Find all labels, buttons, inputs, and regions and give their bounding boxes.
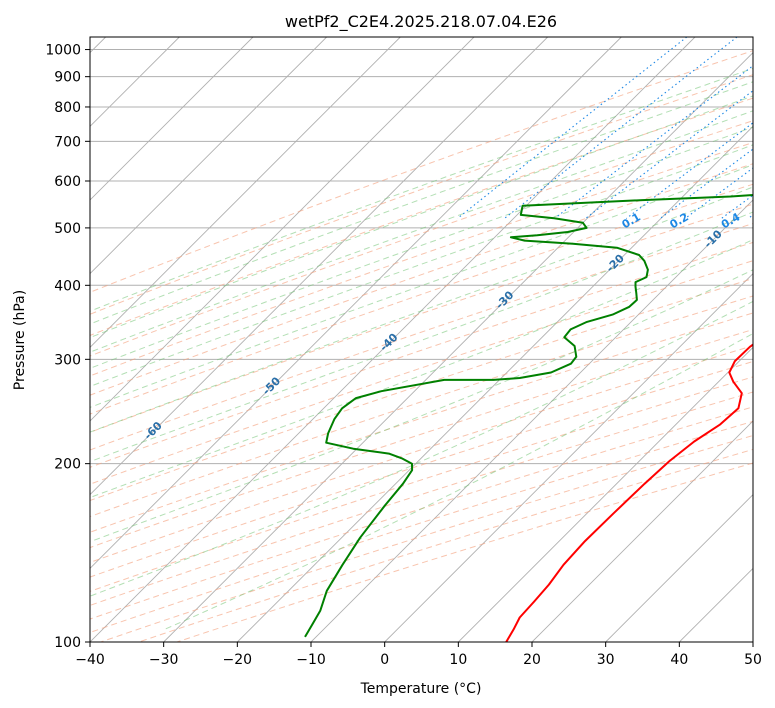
x-tick-label: 30: [597, 652, 615, 668]
moist-adiabat-line: [90, 144, 753, 388]
y-axis: 100 200 300 400 500 600 700 800 900 1000: [45, 43, 90, 651]
isotherm-line: [90, 37, 475, 422]
y-tick-label: 800: [54, 100, 81, 116]
moist-adiabat-line: [90, 211, 753, 463]
isotherm-line: [237, 125, 753, 642]
dry-adiabat-line: [90, 163, 753, 396]
isotherm-line: [90, 37, 622, 569]
dry-adiabat-line: [90, 120, 753, 357]
profile-series-layer: [304, 194, 753, 642]
x-tick-label: −20: [223, 652, 253, 668]
mixing-ratio-line: [554, 65, 753, 219]
x-tick-label: −10: [296, 652, 326, 668]
dry-adiabat-line: [176, 462, 753, 642]
dry-adiabat-line: [90, 50, 753, 293]
x-axis-label: Temperature (°C): [360, 681, 482, 697]
isotherm-line: [605, 494, 753, 642]
dry-adiabat-line: [90, 142, 753, 377]
moist-adiabat-line: [164, 332, 753, 630]
y-tick-label: 100: [54, 635, 81, 651]
background-lines-layer: [90, 37, 753, 642]
x-tick-label: −40: [75, 652, 105, 668]
y-tick-label: 700: [54, 134, 81, 150]
moist-adiabat-line: [90, 110, 753, 353]
dry-adiabat-line: [90, 97, 753, 336]
y-tick-label: 600: [54, 174, 81, 190]
dry-adiabat-line: [90, 328, 753, 549]
mixing-ratio-line: [625, 122, 753, 219]
mixing-ratio-line: [457, 37, 688, 219]
dry-adiabat-line: [90, 345, 753, 563]
x-tick-label: 20: [523, 652, 541, 668]
dewpoint-profile-line: [304, 194, 753, 638]
temperature-profile-line: [505, 343, 753, 642]
y-tick-label: 500: [54, 221, 81, 237]
x-axis: −40 −30 −20 −10 0 10 20 30 40 50: [75, 642, 762, 668]
x-tick-label: −30: [149, 652, 179, 668]
chart-title: wetPf2_C2E4.2025.218.07.04.E26: [285, 12, 557, 32]
x-tick-label: 50: [744, 652, 762, 668]
x-tick-label: 0: [380, 652, 389, 668]
isotherm-line: [90, 37, 401, 348]
y-tick-label: 900: [54, 70, 81, 86]
moist-adiabat-line: [90, 126, 753, 369]
y-tick-label: 1000: [45, 43, 81, 59]
y-tick-label: 300: [54, 352, 81, 368]
isotherm-line: [163, 52, 753, 642]
dry-adiabat-line: [138, 448, 753, 642]
y-tick-label: 400: [54, 278, 81, 294]
moist-adiabat-line: [90, 164, 753, 408]
isotherm-line: [90, 37, 327, 275]
y-tick-label: 200: [54, 457, 81, 473]
moist-adiabat-line: [90, 186, 753, 433]
isotherm-line: [458, 346, 753, 642]
x-tick-label: 10: [449, 652, 467, 668]
dry-adiabat-line: [100, 434, 753, 642]
x-tick-label: 40: [670, 652, 688, 668]
isotherm-line: [90, 37, 548, 496]
grid-layer: [90, 37, 753, 642]
isotherm-line: [310, 199, 753, 642]
isotherm-line: [90, 37, 254, 201]
isotherm-line: [384, 273, 753, 642]
plot-frame: [89, 36, 754, 643]
isotherm-line: [531, 420, 753, 642]
y-axis-label: Pressure (hPa): [12, 290, 28, 390]
moist-adiabat-line: [90, 95, 753, 339]
